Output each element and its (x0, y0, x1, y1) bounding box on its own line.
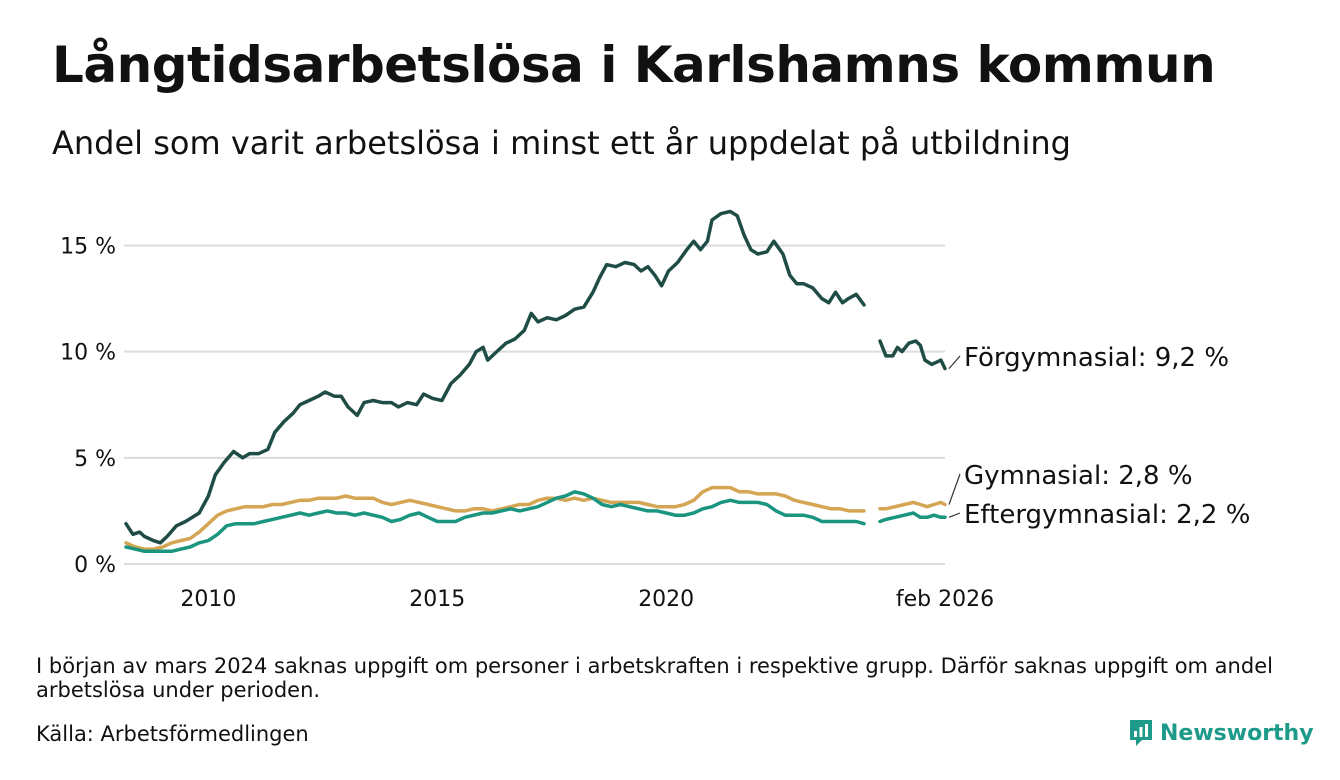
y-tick-label: 15 % (60, 234, 116, 259)
y-tick-label: 5 % (74, 447, 116, 472)
series-line-förgymnasial (124, 209, 947, 545)
line-chart: 0 % 5 % 10 % 15 % 2010 2015 2020 feb 2026 Förg… (60, 209, 1250, 612)
chart-subtitle: Andel som varit arbetslösa i minst ett å… (52, 124, 1071, 162)
chart-title: Långtidsarbetslösa i Karlshamns kommun (52, 36, 1216, 94)
series-line-gymnasial (124, 485, 947, 551)
series-lines (124, 209, 947, 554)
newsworthy-wordmark: Newsworthy (1160, 720, 1314, 746)
series-line-eftergymnasial (124, 490, 947, 554)
end-label-förgymnasial: Förgymnasial: 9,2 % (964, 343, 1229, 373)
x-tick-label: 2020 (638, 587, 694, 612)
x-tick-label: 2010 (180, 587, 236, 612)
label-leader-förgymnasial (948, 355, 961, 370)
end-label-gymnasial: Gymnasial: 2,8 % (964, 461, 1193, 491)
newsworthy-logo: Newsworthy (1128, 718, 1314, 748)
gridlines (124, 244, 945, 565)
x-tick-label: feb 2026 (896, 587, 994, 612)
x-tick-label: 2015 (409, 587, 465, 612)
end-labels: Förgymnasial: 9,2 % Gymnasial: 2,8 % Efter… (948, 343, 1250, 530)
label-leader-gymnasial (948, 473, 961, 505)
y-tick-label: 10 % (60, 341, 116, 366)
source-credit: Källa: Arbetsförmedlingen (36, 722, 309, 746)
end-label-eftergymnasial: Eftergymnasial: 2,2 % (964, 500, 1250, 530)
y-axis-ticks: 0 % 5 % 10 % 15 % (60, 234, 116, 578)
y-tick-label: 0 % (74, 553, 116, 578)
x-axis-ticks: 2010 2015 2020 feb 2026 (180, 587, 994, 612)
newsworthy-logo-icon (1130, 720, 1152, 746)
label-leader-eftergymnasial (948, 512, 961, 518)
footnote-missing-data: I början av mars 2024 saknas uppgift om … (36, 654, 1273, 702)
